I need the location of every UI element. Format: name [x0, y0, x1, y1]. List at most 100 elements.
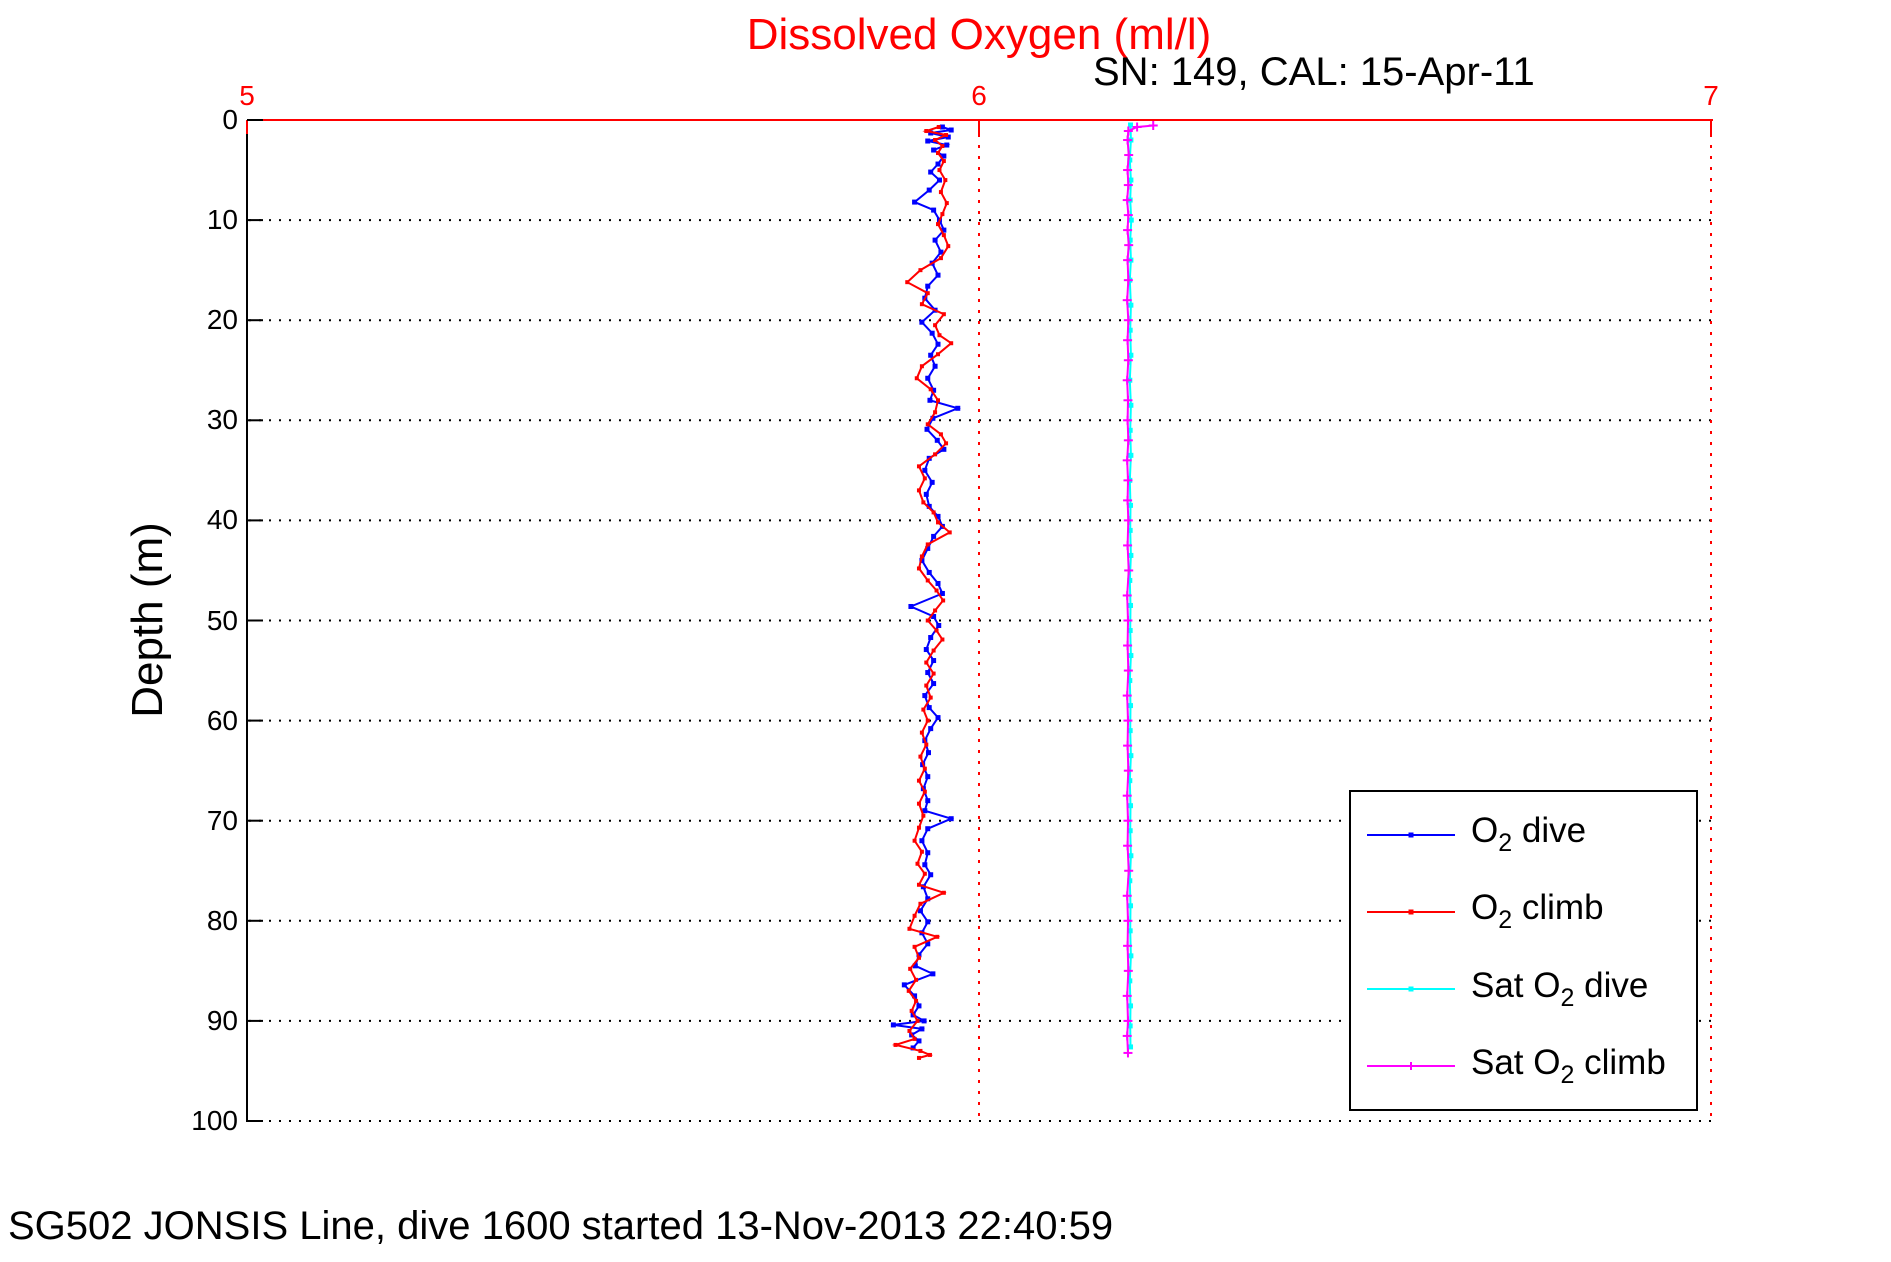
legend-item-label: O2 climb [1471, 888, 1604, 935]
marker [1127, 778, 1133, 784]
marker [932, 237, 938, 243]
y-tick-label: 90 [206, 1004, 238, 1036]
marker [924, 426, 930, 432]
marker [1128, 352, 1134, 358]
marker [936, 151, 941, 156]
marker [1128, 753, 1134, 759]
marker [910, 1045, 916, 1051]
marker [940, 212, 945, 217]
marker [944, 201, 949, 206]
marker [931, 207, 937, 213]
marker [1127, 1023, 1133, 1029]
marker [916, 464, 921, 469]
marker [929, 330, 935, 336]
marker [936, 125, 941, 130]
marker [924, 683, 929, 688]
marker [935, 513, 941, 519]
marker [935, 272, 941, 278]
marker [1127, 628, 1133, 634]
marker [931, 533, 937, 539]
marker [936, 398, 941, 403]
marker [907, 1028, 912, 1033]
marker [934, 628, 939, 633]
marker [925, 750, 931, 756]
marker [916, 1003, 922, 1009]
marker [1127, 327, 1133, 333]
marker [1127, 878, 1133, 884]
legend-item-label: O2 dive [1471, 811, 1587, 858]
marker [925, 138, 931, 144]
marker [940, 637, 945, 642]
marker [916, 825, 921, 830]
marker [933, 323, 938, 328]
marker [925, 578, 930, 583]
y-tick-label: 70 [206, 804, 238, 836]
marker [928, 387, 933, 392]
legend-line-sample [1367, 1062, 1455, 1071]
marker [924, 742, 929, 747]
marker [938, 190, 943, 195]
marker [935, 580, 941, 586]
y-tick-label: 50 [206, 604, 238, 636]
marker [907, 926, 912, 931]
marker [941, 233, 946, 238]
legend-item: Sat O2 dive [1365, 966, 1696, 1013]
marker [914, 977, 919, 982]
marker [945, 134, 951, 140]
marker [1127, 678, 1133, 684]
legend-item: O2 climb [1365, 888, 1696, 935]
x-tick-label: 6 [971, 80, 987, 111]
marker [946, 244, 951, 249]
marker [1128, 177, 1134, 183]
marker [925, 941, 931, 947]
marker [919, 302, 924, 307]
y-tick-label: 10 [206, 204, 238, 236]
marker [890, 1022, 896, 1028]
marker [931, 671, 936, 676]
marker [922, 476, 927, 481]
marker [925, 375, 931, 381]
chart-subtitle: SN: 149, CAL: 15-Apr-11 [1093, 50, 1535, 94]
marker [936, 177, 942, 183]
marker [934, 437, 940, 443]
marker [939, 590, 945, 596]
marker [917, 908, 923, 914]
y-tick-label: 40 [206, 504, 238, 536]
marker [955, 405, 961, 411]
marker [925, 542, 930, 547]
marker [936, 222, 941, 227]
marker [1127, 928, 1133, 934]
marker [922, 808, 928, 814]
marker [922, 871, 927, 876]
marker [1128, 217, 1134, 223]
marker [941, 446, 947, 452]
marker [918, 1048, 923, 1053]
marker [919, 838, 925, 844]
marker [912, 944, 917, 949]
y-tick-label: 20 [206, 304, 238, 336]
marker [928, 872, 934, 878]
y-tick-label: 80 [206, 904, 238, 936]
marker [948, 816, 954, 822]
marker [912, 963, 918, 969]
marker [916, 488, 921, 493]
marker [922, 693, 928, 699]
marker [916, 955, 921, 960]
marker [916, 952, 922, 958]
marker [1127, 978, 1133, 984]
marker [901, 982, 907, 988]
marker [941, 598, 946, 603]
marker [916, 1038, 922, 1044]
marker [931, 510, 936, 515]
legend-line-sample [1367, 986, 1455, 992]
marker [931, 387, 937, 393]
marker [919, 364, 924, 369]
marker [928, 130, 934, 136]
marker [925, 283, 931, 289]
marker [919, 849, 924, 854]
marker [1127, 157, 1133, 163]
marker [948, 127, 954, 133]
marker [912, 913, 917, 918]
marker [1128, 402, 1134, 408]
